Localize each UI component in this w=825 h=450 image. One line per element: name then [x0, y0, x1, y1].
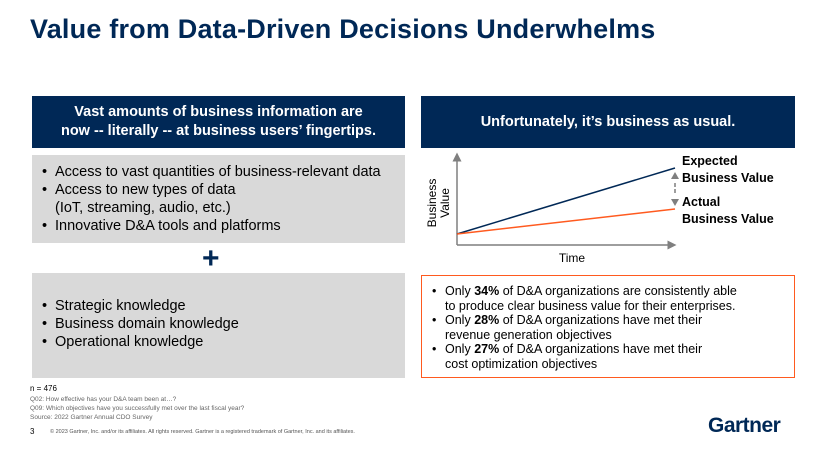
x-axis-label: Time [559, 251, 586, 265]
list-item: Business domain knowledge [42, 315, 395, 333]
list-item: Strategic knowledge [42, 297, 395, 315]
footnotes: Q02: How effective has your D&A team bee… [30, 395, 244, 422]
gap-arrow-down-icon [671, 199, 679, 206]
plus-sign: + [202, 242, 220, 275]
y-axis-label: BusinessValue [425, 179, 452, 228]
knowledge-box: Strategic knowledge Business domain know… [32, 273, 405, 378]
footnote-q09: Q09: Which objectives have you successfu… [30, 405, 245, 412]
left-header: Vast amounts of business information are… [32, 96, 405, 148]
data-access-box: Access to vast quantities of business-re… [32, 155, 405, 243]
list-item-text: Access to new types of data [55, 182, 236, 198]
sample-size: n = 476 [30, 384, 57, 393]
gartner-logo: Gartner [708, 414, 781, 437]
expected-value-line [456, 167, 676, 235]
footnote-source: Source: 2022 Gartner Annual CDO Survey [30, 414, 153, 421]
left-header-line: now -- literally -- at business users’ f… [60, 123, 377, 139]
list-item-text: (IoT, streaming, audio, etc.) [55, 200, 231, 216]
copyright: © 2023 Gartner, Inc. and/or its affiliat… [50, 429, 355, 435]
actual-label: Actual Business Value [682, 195, 774, 226]
left-header-line: Vast amounts of business information are [74, 104, 363, 120]
finding-item: Only 27% of D&A organizations have met t… [432, 342, 784, 371]
footnote-q02: Q02: How effective has your D&A team bee… [30, 396, 177, 403]
slide-title: Value from Data-Driven Decisions Underwh… [30, 14, 656, 44]
list-item: Access to new types of data (IoT, streami… [42, 181, 395, 217]
list-item: Operational knowledge [42, 333, 395, 351]
finding-item: Only 28% of D&A organizations have met t… [432, 313, 784, 342]
expected-label: Expected Business Value [682, 154, 774, 185]
gap-arrow-up-icon [671, 172, 679, 179]
actual-value-line [456, 208, 676, 235]
list-item: Access to vast quantities of business-re… [42, 163, 395, 181]
page-number: 3 [30, 427, 35, 436]
findings-box: Only 34% of D&A organizations are consis… [421, 275, 795, 378]
value-gap-diagram: BusinessValue Time Expected Business Valu… [425, 152, 774, 265]
list-item: Innovative D&A tools and platforms [42, 217, 395, 235]
right-header: Unfortunately, it’s business as usual. [421, 96, 795, 148]
finding-item: Only 34% of D&A organizations are consis… [432, 284, 784, 313]
